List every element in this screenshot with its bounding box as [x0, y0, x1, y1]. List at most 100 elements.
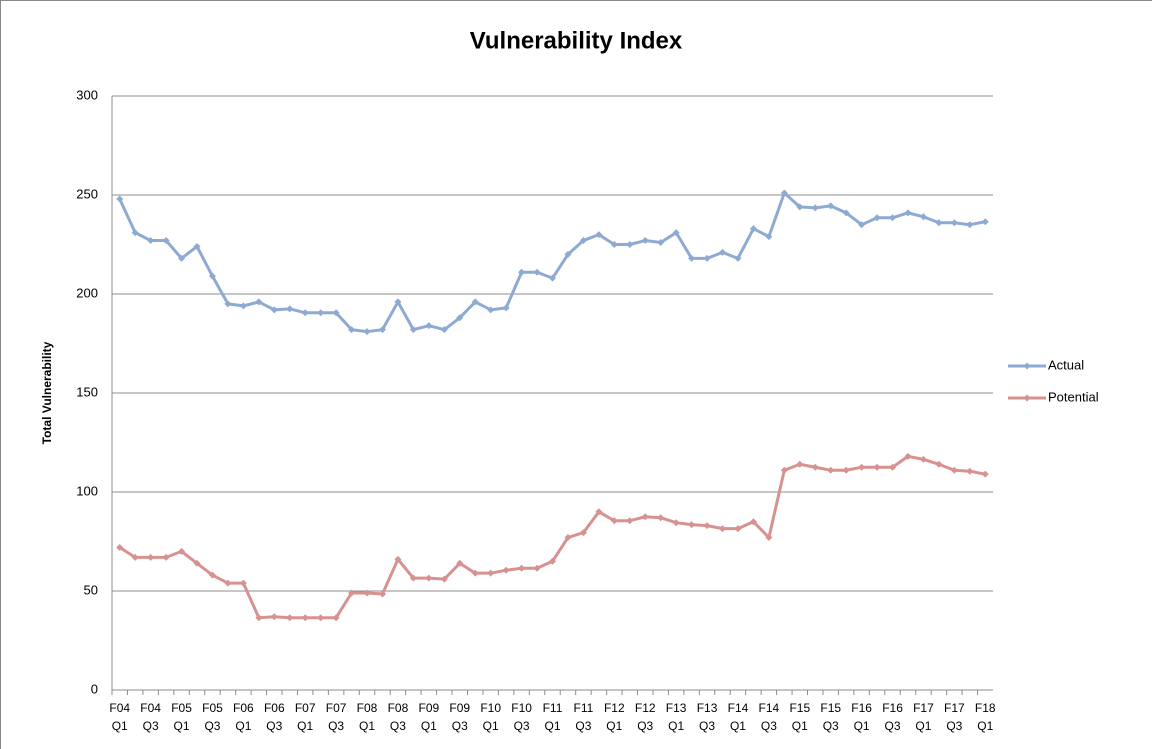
y-tick-label: 50: [84, 582, 98, 597]
series-line: [118, 454, 986, 620]
point-marker: [502, 566, 510, 574]
point-marker: [487, 569, 495, 577]
point-marker: [363, 328, 371, 336]
point-marker: [827, 466, 835, 474]
point-marker: [178, 547, 186, 555]
point-marker: [363, 589, 371, 597]
point-marker: [533, 268, 541, 276]
point-marker: [889, 214, 897, 222]
chart-title: Vulnerability Index: [470, 27, 683, 54]
point-marker: [811, 463, 819, 471]
point-marker: [981, 470, 989, 478]
point-marker: [641, 237, 649, 245]
point-marker: [796, 203, 804, 211]
point-marker: [147, 553, 155, 561]
y-tick-label: 0: [91, 681, 98, 696]
x-tick-label: F06 Q3: [263, 701, 285, 733]
point-marker: [332, 614, 340, 622]
point-marker: [935, 219, 943, 227]
y-tick-label: 150: [76, 384, 98, 399]
legend-marker: [1023, 394, 1031, 402]
y-axis-label: Total Vulnerability: [40, 341, 54, 444]
point-marker: [208, 272, 216, 280]
point-marker: [966, 467, 974, 475]
x-tick-label: F17 Q1: [913, 701, 934, 733]
x-tick-label: F14 Q1: [727, 701, 749, 733]
point-marker: [858, 221, 866, 229]
x-tick-label: F08 Q3: [387, 701, 409, 733]
point-marker: [518, 268, 526, 276]
point-marker: [904, 209, 912, 217]
point-marker: [224, 579, 232, 587]
point-marker: [842, 466, 850, 474]
point-marker: [564, 534, 572, 542]
point-marker: [765, 534, 773, 542]
point-marker: [425, 574, 433, 582]
point-marker: [116, 543, 124, 551]
y-tick-label: 250: [76, 186, 98, 201]
point-marker: [703, 522, 711, 530]
point-marker: [270, 613, 278, 621]
point-marker: [549, 557, 556, 565]
point-marker: [579, 237, 587, 245]
x-tick-label: F15 Q3: [820, 701, 842, 733]
point-marker: [842, 209, 850, 217]
point-marker: [409, 326, 417, 334]
point-marker: [950, 219, 958, 227]
point-marker: [378, 326, 386, 334]
point-marker: [224, 300, 232, 308]
point-marker: [301, 309, 309, 317]
x-tick-label: F11 Q3: [573, 701, 594, 733]
point-marker: [595, 508, 603, 516]
point-marker: [394, 298, 402, 306]
point-marker: [688, 521, 696, 529]
point-marker: [193, 559, 201, 567]
point-marker: [564, 250, 572, 258]
x-tick-label: F09 Q1: [418, 701, 440, 733]
point-marker: [672, 229, 680, 237]
point-marker: [456, 559, 464, 567]
legend-label: Actual: [1048, 357, 1084, 372]
x-tick-label: F06 Q1: [233, 701, 254, 733]
point-marker: [966, 221, 974, 229]
point-marker: [301, 614, 309, 622]
point-marker: [549, 274, 556, 282]
point-marker: [317, 614, 325, 622]
point-marker: [440, 326, 448, 334]
point-marker: [657, 514, 665, 522]
point-marker: [255, 614, 263, 622]
point-marker: [147, 237, 155, 245]
point-marker: [734, 254, 742, 262]
point-marker: [688, 254, 696, 262]
x-tick-label: F04 Q3: [140, 701, 161, 733]
point-marker: [208, 571, 216, 579]
point-marker: [579, 529, 587, 537]
point-marker: [919, 213, 927, 221]
point-marker: [533, 564, 541, 572]
point-marker: [626, 517, 634, 525]
point-marker: [425, 322, 433, 330]
point-marker: [270, 306, 278, 314]
x-tick-label: F11 Q1: [542, 701, 563, 733]
point-marker: [626, 241, 634, 248]
point-marker: [595, 231, 603, 239]
point-marker: [456, 314, 464, 322]
point-marker: [162, 237, 170, 245]
point-marker: [286, 614, 294, 622]
point-marker: [409, 574, 417, 582]
point-marker: [116, 195, 124, 203]
point-marker: [858, 463, 866, 471]
y-tick-label: 200: [76, 285, 98, 300]
point-marker: [780, 189, 788, 197]
point-marker: [610, 241, 618, 248]
x-tick-label: F05 Q3: [202, 701, 223, 733]
point-marker: [348, 326, 356, 334]
x-tick-label: F13 Q3: [696, 701, 718, 733]
point-marker: [981, 218, 989, 226]
point-marker: [178, 254, 186, 262]
x-tick-label: F05 Q1: [171, 701, 192, 733]
point-marker: [348, 589, 356, 597]
point-marker: [734, 525, 742, 533]
